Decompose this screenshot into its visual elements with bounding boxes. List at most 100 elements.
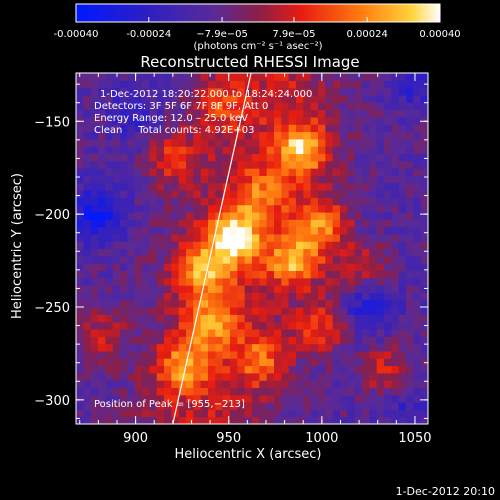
heatmap-cell (413, 328, 422, 337)
heatmap-cell (237, 394, 246, 403)
heatmap-cell (237, 350, 246, 359)
heatmap-cell (325, 292, 334, 301)
heatmap-cell (76, 138, 84, 147)
heatmap-cell (296, 380, 304, 389)
heatmap-cell (83, 394, 92, 403)
heatmap-cell (369, 270, 378, 279)
heatmap-cell (164, 307, 172, 315)
heatmap-cell (325, 255, 334, 264)
heatmap-cell (127, 175, 136, 184)
heatmap-cell (164, 285, 172, 293)
heatmap-cell (354, 102, 363, 111)
heatmap-cell (222, 168, 231, 176)
heatmap-cell (193, 365, 202, 374)
heatmap-cell (178, 255, 187, 264)
heatmap-cell (340, 116, 348, 125)
heatmap-cell (413, 190, 422, 198)
heatmap-cell (259, 299, 268, 308)
heatmap-cell (149, 372, 158, 381)
heatmap-cell (340, 211, 348, 220)
heatmap-cell (105, 153, 114, 162)
heatmap-cell (362, 372, 370, 381)
heatmap-cell (237, 328, 246, 337)
heatmap-cell (413, 73, 422, 81)
heatmap-cell (391, 358, 400, 367)
heatmap-cell (266, 233, 275, 242)
heatmap-cell (120, 109, 128, 118)
heatmap-cell (274, 87, 282, 96)
heatmap-cell (347, 380, 356, 389)
heatmap-cell (406, 409, 414, 418)
heatmap-cell (296, 299, 304, 308)
heatmap-cell (127, 160, 136, 169)
heatmap-cell (244, 190, 253, 198)
heatmap-cell (303, 182, 312, 191)
heatmap-cell (362, 314, 370, 323)
heatmap-cell (186, 277, 194, 286)
heatmap-cell (420, 175, 428, 184)
heatmap-cell (362, 153, 370, 162)
heatmap-cell (303, 248, 312, 257)
heatmap-cell (186, 292, 194, 301)
heatmap-cell (354, 197, 363, 206)
heatmap-cell (156, 124, 165, 133)
heatmap-cell (178, 204, 187, 213)
heatmap-cell (222, 124, 231, 133)
heatmap-cell (230, 292, 238, 301)
heatmap-cell (244, 87, 253, 96)
heatmap-cell (376, 226, 385, 235)
heatmap-cell (354, 87, 363, 96)
heatmap-cell (83, 124, 92, 133)
heatmap-cell (391, 365, 400, 374)
heatmap-cell (266, 204, 275, 213)
heatmap-cell (186, 233, 194, 242)
heatmap-cell (266, 270, 275, 279)
heatmap-cell (98, 211, 106, 220)
heatmap-cell (90, 131, 99, 140)
heatmap-cell (354, 80, 363, 89)
heatmap-cell (193, 336, 202, 345)
heatmap-cell (193, 255, 202, 264)
heatmap-cell (142, 336, 150, 345)
heatmap-cell (406, 402, 414, 410)
heatmap-cell (200, 102, 209, 111)
heatmap-cell (406, 307, 414, 315)
heatmap-cell (230, 328, 238, 337)
heatmap-cell (105, 190, 114, 198)
heatmap-cell (178, 321, 187, 330)
heatmap-cell (171, 204, 180, 213)
heatmap-cell (318, 358, 326, 367)
heatmap-cell (362, 211, 370, 220)
heatmap-cell (252, 402, 260, 410)
heatmap-cell (369, 226, 378, 235)
heatmap-cell (178, 372, 187, 381)
heatmap-cell (83, 285, 92, 293)
heatmap-cell (259, 219, 268, 228)
heatmap-cell (230, 168, 238, 176)
heatmap-cell (391, 270, 400, 279)
heatmap-cell (171, 270, 180, 279)
heatmap-cell (149, 211, 158, 220)
heatmap-cell (193, 94, 202, 103)
heatmap-cell (354, 255, 363, 264)
heatmap-cell (362, 285, 370, 293)
heatmap-cell (244, 146, 253, 155)
heatmap-cell (193, 263, 202, 272)
heatmap-cell (310, 190, 319, 198)
heatmap-cell (230, 277, 238, 286)
heatmap-cell (369, 153, 378, 162)
heatmap-cell (156, 109, 165, 118)
heatmap-cell (215, 241, 224, 250)
heatmap-cell (237, 219, 246, 228)
heatmap-cell (149, 350, 158, 359)
heatmap-cell (369, 168, 378, 176)
heatmap-cell (134, 350, 143, 359)
heatmap-cell (266, 94, 275, 103)
heatmap-cell (376, 336, 385, 345)
heatmap-cell (332, 204, 341, 213)
heatmap-cell (384, 409, 392, 418)
heatmap-cell (112, 211, 121, 220)
heatmap-cell (303, 314, 312, 323)
